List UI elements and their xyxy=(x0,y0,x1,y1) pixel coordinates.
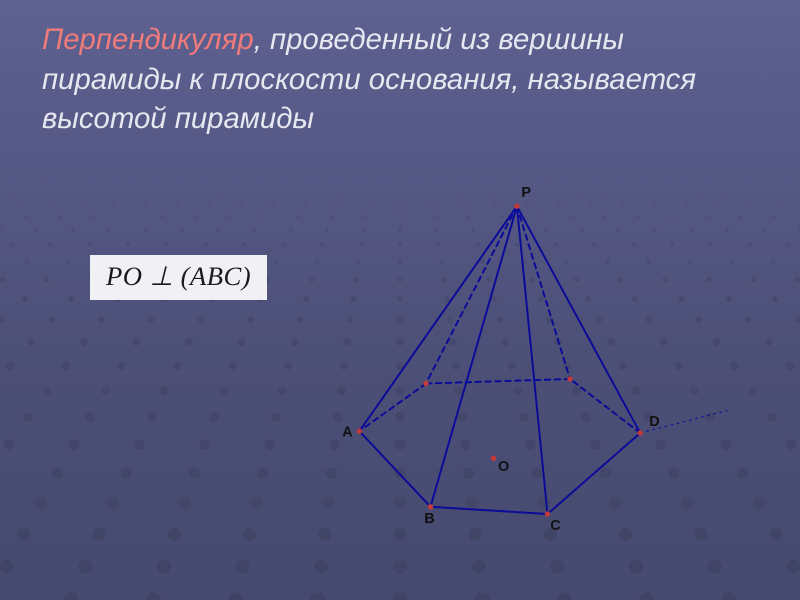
slide: Перпендикуляр, проведенный из вершины пи… xyxy=(0,0,800,600)
formula-text: PO ⊥ (ABC) xyxy=(106,261,251,291)
pyramid-diagram: P A B C D O xyxy=(300,170,750,570)
vertex-label-O: O xyxy=(498,459,509,475)
title-highlight: Перпендикуляр xyxy=(42,23,254,56)
vertex-label-D: D xyxy=(649,414,659,430)
vertex-label-C: C xyxy=(550,518,560,534)
vertex-label-B: B xyxy=(424,511,434,527)
vertex-label-A: A xyxy=(342,425,353,441)
slide-title: Перпендикуляр, проведенный из вершины пи… xyxy=(42,20,760,139)
vertex-label-P: P xyxy=(521,185,531,201)
formula-box: PO ⊥ (ABC) xyxy=(90,255,267,300)
